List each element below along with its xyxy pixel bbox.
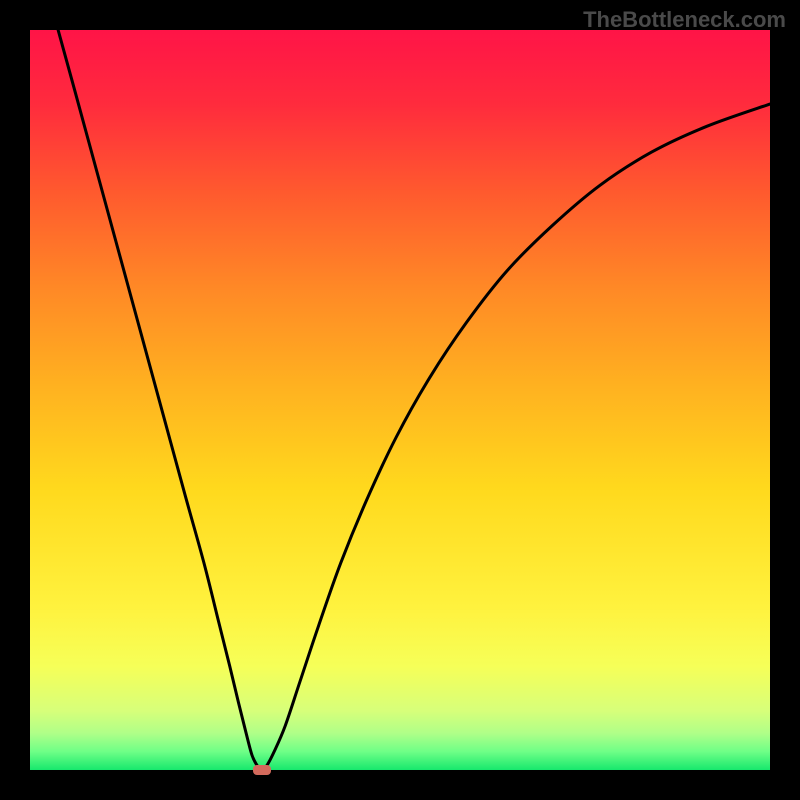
dip-marker [253, 765, 271, 775]
chart-container: TheBottleneck.com [0, 0, 800, 800]
bottleneck-curve [30, 30, 770, 770]
plot-area [30, 30, 770, 770]
